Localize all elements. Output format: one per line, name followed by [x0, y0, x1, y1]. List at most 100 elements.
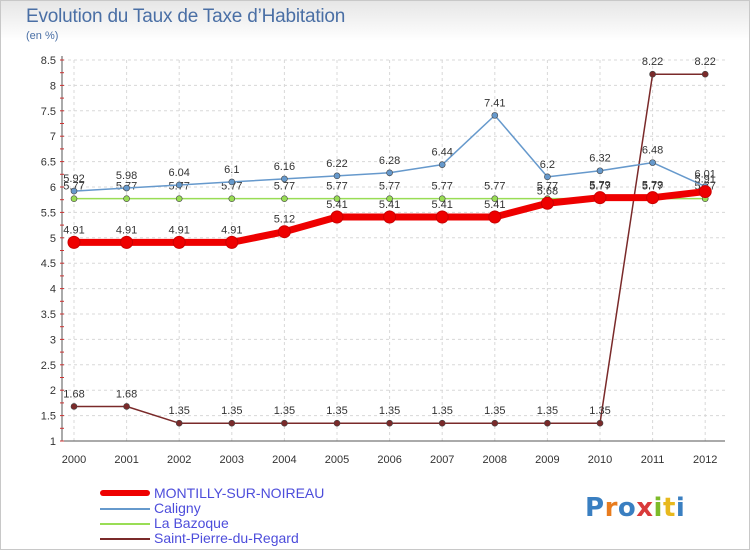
- data-point: [281, 195, 288, 202]
- data-label: 1.35: [431, 405, 452, 417]
- data-label: 1.35: [537, 405, 558, 417]
- y-tick-label: 4.5: [41, 258, 56, 270]
- data-label: 6.01: [694, 168, 715, 180]
- data-point: [544, 173, 551, 181]
- data-point: [491, 195, 499, 202]
- x-tick-label: 2006: [377, 454, 401, 466]
- data-label: 5.41: [379, 199, 400, 211]
- data-point: [386, 169, 393, 177]
- data-point: [491, 419, 499, 427]
- data-point: [593, 191, 607, 205]
- logo-letter: t: [662, 493, 676, 523]
- data-label: 5.41: [431, 199, 452, 211]
- data-label: 1.35: [484, 405, 505, 417]
- data-label: 1.68: [63, 388, 84, 400]
- data-label: 1.68: [116, 388, 137, 400]
- x-tick-label: 2002: [167, 454, 191, 466]
- data-label: 5.79: [642, 180, 663, 192]
- data-label: 1.35: [326, 405, 347, 417]
- data-label: 8.22: [694, 56, 715, 68]
- data-point: [225, 235, 239, 249]
- logo-letter: P: [585, 493, 605, 523]
- data-point: [330, 210, 344, 224]
- data-point: [67, 235, 81, 249]
- data-label: 1.35: [221, 405, 242, 417]
- data-point: [228, 419, 236, 427]
- data-label: 5.41: [326, 199, 347, 211]
- data-label: 5.77: [484, 181, 505, 193]
- x-tick-label: 2012: [693, 454, 717, 466]
- data-label: 6.2: [540, 159, 555, 171]
- data-point: [386, 419, 393, 427]
- data-point: [123, 403, 130, 410]
- y-tick-label: 5: [50, 233, 56, 245]
- chart-title: Evolution du Taux de Taxe d’Habitation: [26, 6, 346, 27]
- y-tick-label: 6: [50, 182, 56, 194]
- logo-letter: i: [675, 493, 686, 523]
- y-tick-label: 8: [50, 80, 56, 92]
- data-label: 5.77: [274, 181, 295, 193]
- data-label: 1.35: [379, 405, 400, 417]
- data-label: 1.35: [589, 405, 610, 417]
- data-label: 1.35: [274, 405, 295, 417]
- data-point: [649, 70, 656, 78]
- data-label: 5.92: [63, 173, 84, 185]
- x-tick-label: 2001: [114, 454, 138, 466]
- legend-label: MONTILLY-SUR-NOIREAU: [154, 485, 325, 501]
- data-label: 6.32: [589, 153, 610, 165]
- data-point: [544, 419, 551, 427]
- data-point: [435, 210, 449, 224]
- data-label: 4.91: [221, 224, 242, 236]
- data-label: 5.77: [589, 181, 610, 193]
- y-tick-label: 3: [50, 334, 56, 346]
- data-point: [70, 403, 78, 410]
- y-tick-label: 7: [50, 131, 56, 143]
- data-point: [698, 185, 712, 199]
- data-point: [175, 195, 183, 202]
- y-tick-label: 6.5: [41, 157, 56, 169]
- legend-swatch: [100, 538, 150, 540]
- data-label: 7.41: [484, 97, 505, 109]
- y-tick-label: 2.5: [41, 360, 56, 372]
- x-tick-label: 2010: [588, 454, 612, 466]
- y-tick-label: 7.5: [41, 106, 56, 118]
- y-tick-label: 8.5: [41, 55, 56, 67]
- data-label: 5.91: [694, 174, 715, 186]
- data-point: [386, 195, 393, 202]
- data-point: [649, 159, 656, 166]
- logo-letter: r: [604, 493, 618, 523]
- data-point: [488, 210, 502, 224]
- data-label: 5.77: [537, 181, 558, 193]
- x-tick-label: 2007: [430, 454, 454, 466]
- chart-subtitle: (en %): [26, 30, 59, 42]
- logo-letter: x: [636, 493, 654, 523]
- x-tick-label: 2011: [641, 454, 665, 466]
- data-label: 5.41: [484, 199, 505, 211]
- data-label: 5.77: [431, 181, 452, 193]
- x-tick-label: 2009: [535, 454, 559, 466]
- legend-swatch: [100, 508, 150, 510]
- data-point: [383, 210, 397, 224]
- data-point: [438, 161, 446, 168]
- data-point: [540, 196, 554, 210]
- proxiti-logo[interactable]: Proxiti: [585, 492, 685, 523]
- data-label: 5.77: [63, 181, 84, 193]
- data-point: [646, 191, 660, 205]
- data-point: [596, 419, 604, 427]
- legend-label: Caligny: [154, 500, 201, 516]
- legend-label: La Bazoque: [154, 515, 229, 531]
- y-tick-label: 1.5: [41, 411, 56, 423]
- data-label: 1.35: [168, 405, 189, 417]
- data-point: [123, 195, 130, 202]
- y-tick-label: 4: [50, 284, 56, 296]
- data-point: [701, 70, 709, 78]
- y-tick-label: 2: [50, 385, 56, 397]
- y-tick-label: 3.5: [41, 309, 56, 321]
- data-label: 6.28: [379, 155, 400, 167]
- x-tick-label: 2000: [62, 454, 86, 466]
- data-label: 6.44: [431, 147, 452, 159]
- y-tick-label: 1: [50, 436, 56, 448]
- data-label: 5.68: [537, 185, 558, 197]
- data-point: [333, 172, 341, 180]
